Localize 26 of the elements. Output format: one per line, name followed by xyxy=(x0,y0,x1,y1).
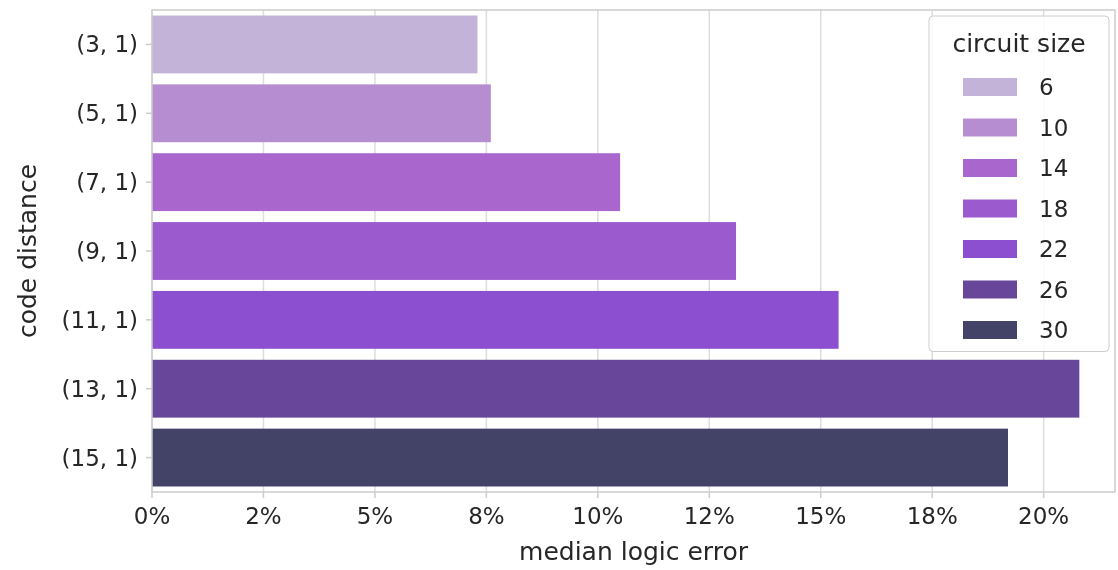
legend-label: 18 xyxy=(1039,195,1069,222)
legend-label: 22 xyxy=(1039,236,1069,263)
legend-label: 30 xyxy=(1039,317,1069,344)
x-tick-label: 12% xyxy=(683,503,735,529)
legend-label: 6 xyxy=(1039,74,1054,101)
x-tick-label: 15% xyxy=(795,503,847,529)
y-tick-label: (7, 1) xyxy=(76,169,138,196)
x-tick-label: 2% xyxy=(245,503,282,529)
legend-label: 10 xyxy=(1039,114,1069,141)
x-tick-label: 8% xyxy=(468,503,505,529)
y-tick-label: (3, 1) xyxy=(76,31,138,58)
x-tick-label: 0% xyxy=(133,503,171,529)
y-axis-title: code distance xyxy=(13,163,42,339)
y-tick-label: (15, 1) xyxy=(61,444,138,471)
x-tick-label: 5% xyxy=(356,503,394,529)
y-tick-label: (11, 1) xyxy=(61,306,138,333)
x-tick-label: 10% xyxy=(572,503,624,529)
legend-label: 14 xyxy=(1039,155,1069,182)
y-tick-label: (13, 1) xyxy=(61,375,138,402)
x-tick-label: 20% xyxy=(1018,503,1070,529)
x-axis-title: median logic error xyxy=(519,537,749,566)
x-tick-label: 18% xyxy=(906,503,958,529)
y-tick-label: (9, 1) xyxy=(76,238,138,265)
legend-title: circuit size xyxy=(952,29,1086,58)
y-tick-label: (5, 1) xyxy=(76,100,138,127)
legend-label: 26 xyxy=(1039,276,1069,303)
